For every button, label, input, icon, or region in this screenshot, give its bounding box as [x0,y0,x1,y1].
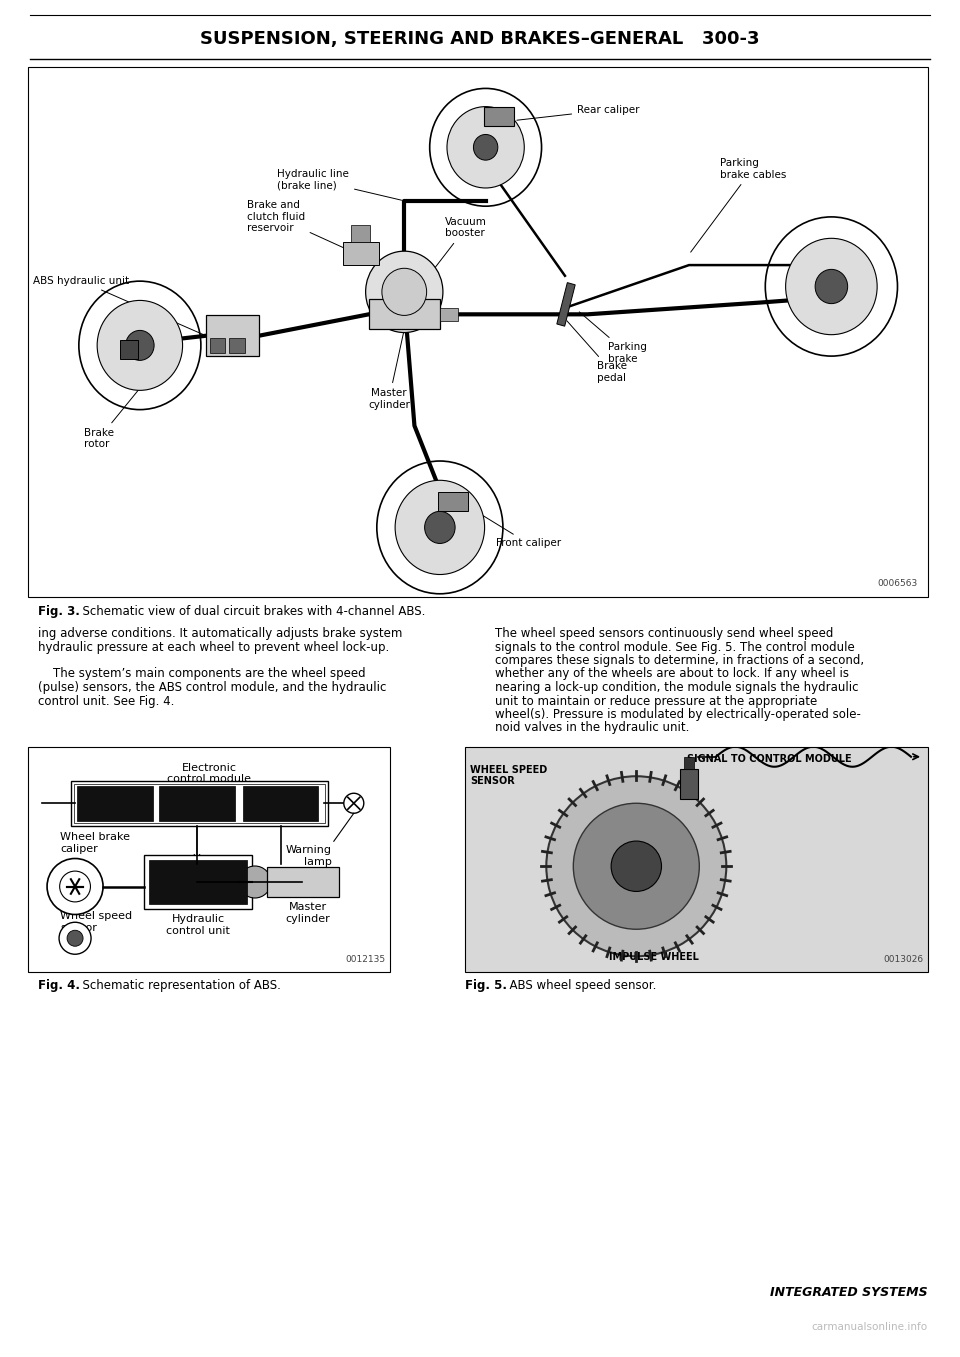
Text: The wheel speed sensors continuously send wheel speed: The wheel speed sensors continuously sen… [495,627,833,641]
Circle shape [67,931,84,946]
Text: Hydraulic
control unit: Hydraulic control unit [166,915,230,935]
Text: control unit. See Fig. 4.: control unit. See Fig. 4. [38,695,175,707]
Circle shape [60,923,91,954]
Circle shape [815,269,848,304]
Circle shape [60,871,90,902]
Bar [144,855,252,909]
Bar [120,341,138,360]
Text: unit to maintain or reduce pressure at the appropriate: unit to maintain or reduce pressure at t… [495,695,817,707]
Bar [75,784,325,822]
Bar [28,66,928,597]
Bar [440,308,458,320]
Circle shape [377,461,503,594]
Bar [78,786,153,821]
Bar [684,757,694,769]
Circle shape [473,134,498,160]
Text: Brake
rotor: Brake rotor [84,391,138,449]
Circle shape [366,251,443,332]
Bar [210,338,226,353]
Bar [243,786,319,821]
Bar [344,242,379,265]
Text: carmanualsonline.info: carmanualsonline.info [812,1322,928,1333]
Circle shape [612,841,661,892]
Bar [149,860,248,904]
Circle shape [126,330,155,361]
Text: Hydraulic line
(brake line): Hydraulic line (brake line) [277,168,401,201]
Text: Rear caliper: Rear caliper [516,104,639,121]
Text: Vacuum
booster: Vacuum booster [426,217,487,280]
Bar [159,786,235,821]
Bar [369,300,440,330]
Bar [229,338,245,353]
Circle shape [79,281,201,410]
Circle shape [382,269,426,315]
Text: signals to the control module. See Fig. 5. The control module: signals to the control module. See Fig. … [495,641,854,654]
Text: Master
cylinder: Master cylinder [368,332,410,410]
Text: Front caliper: Front caliper [469,508,561,548]
Text: SUSPENSION, STEERING AND BRAKES–GENERAL   300-3: SUSPENSION, STEERING AND BRAKES–GENERAL … [201,30,759,47]
Bar [465,746,928,972]
Text: hydraulic pressure at each wheel to prevent wheel lock-up.: hydraulic pressure at each wheel to prev… [38,641,389,654]
Bar [438,493,468,512]
Text: ing adverse conditions. It automatically adjusts brake system: ing adverse conditions. It automatically… [38,627,402,641]
Text: The system’s main components are the wheel speed: The system’s main components are the whe… [38,668,366,680]
Text: Parking
brake cables: Parking brake cables [690,157,786,252]
Bar [267,867,339,897]
Text: nearing a lock-up condition, the module signals the hydraulic: nearing a lock-up condition, the module … [495,681,858,693]
Text: Brake and
clutch fluid
reservoir: Brake and clutch fluid reservoir [247,201,351,251]
Circle shape [765,217,898,356]
Circle shape [97,300,182,391]
Text: wheel(s). Pressure is modulated by electrically-operated sole-: wheel(s). Pressure is modulated by elect… [495,708,861,721]
Text: ABS wheel speed sensor.: ABS wheel speed sensor. [502,978,657,992]
Text: ABS hydraulic unit: ABS hydraulic unit [33,275,204,335]
Text: Electronic
control module: Electronic control module [167,763,251,784]
Text: Wheel speed
sensor: Wheel speed sensor [60,911,132,932]
Circle shape [573,803,699,930]
Text: Schematic view of dual circuit brakes with 4-channel ABS.: Schematic view of dual circuit brakes wi… [75,605,425,617]
Circle shape [47,859,103,915]
Text: Schematic representation of ABS.: Schematic representation of ABS. [75,978,281,992]
Text: Brake
pedal: Brake pedal [566,320,628,383]
Text: INTEGRATED SYSTEMS: INTEGRATED SYSTEMS [770,1285,928,1299]
Bar [484,107,515,126]
Circle shape [239,866,271,898]
Text: IMPULSE WHEEL: IMPULSE WHEEL [610,953,699,962]
Circle shape [546,776,727,957]
Text: Fig. 4.: Fig. 4. [38,978,80,992]
Bar [28,746,390,972]
Text: Fig. 3.: Fig. 3. [38,605,80,617]
Text: (pulse) sensors, the ABS control module, and the hydraulic: (pulse) sensors, the ABS control module,… [38,681,386,693]
Bar [557,282,575,326]
Text: 0012135: 0012135 [345,955,385,963]
Circle shape [424,512,455,543]
Circle shape [785,239,877,335]
Bar [206,315,259,356]
Text: Master
cylinder: Master cylinder [286,902,330,924]
Text: whether any of the wheels are about to lock. If any wheel is: whether any of the wheels are about to l… [495,668,849,680]
Text: Warning
lamp: Warning lamp [286,845,332,867]
Text: compares these signals to determine, in fractions of a second,: compares these signals to determine, in … [495,654,864,668]
Circle shape [447,107,524,189]
Text: Fig. 5.: Fig. 5. [465,978,507,992]
Text: SENSOR: SENSOR [470,776,515,786]
Bar [351,225,370,242]
Text: SIGNAL TO CONTROL MODULE: SIGNAL TO CONTROL MODULE [687,753,852,764]
Circle shape [396,480,485,574]
Text: WHEEL SPEED: WHEEL SPEED [470,765,547,775]
Bar [680,769,698,799]
Text: 0013026: 0013026 [883,955,923,963]
Text: Parking
brake: Parking brake [579,312,646,364]
Bar [71,780,328,826]
Circle shape [430,88,541,206]
Text: 0006563: 0006563 [877,579,918,589]
Text: Wheel brake
caliper: Wheel brake caliper [60,832,130,854]
Circle shape [344,794,364,813]
Text: noid valves in the hydraulic unit.: noid valves in the hydraulic unit. [495,722,689,734]
